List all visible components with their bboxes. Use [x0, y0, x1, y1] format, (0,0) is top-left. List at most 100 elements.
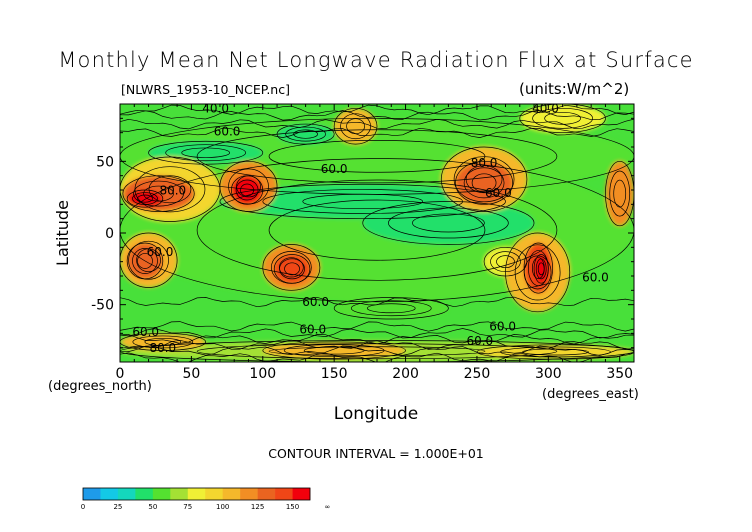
contour-line: [333, 107, 378, 145]
contour-line: [532, 107, 593, 129]
contour-line: [165, 144, 246, 162]
colorbar-tick-label: 100: [216, 503, 229, 511]
contour-line: [148, 140, 264, 165]
contour-line: [120, 118, 634, 130]
contour-line: [120, 232, 178, 288]
colorbar-swatch: [292, 488, 311, 500]
colorbar-swatch: [83, 488, 101, 500]
contour-line: [519, 104, 606, 134]
contour-line: [143, 185, 174, 202]
contour-line: [455, 160, 513, 205]
contour-line: [613, 179, 627, 208]
contour-line: [132, 335, 194, 349]
colorbar-swatch: [275, 488, 293, 500]
contour-line: [120, 339, 634, 350]
contour-line: [609, 170, 631, 217]
contour-line: [120, 158, 634, 303]
contour-line: [453, 156, 515, 203]
contour-line: [181, 147, 231, 158]
contour-line: [120, 345, 634, 356]
contour-line: [137, 194, 153, 203]
contour-label: 60.0: [147, 245, 174, 259]
contour-line: [285, 126, 326, 142]
contour-label: 80.0: [159, 183, 186, 197]
contour-label: 60.0: [321, 162, 348, 176]
contour-line: [273, 254, 311, 284]
contour-label: 60.0: [582, 271, 609, 285]
contour-label: 80.0: [471, 156, 498, 170]
contour-line: [120, 321, 634, 332]
colorbar-swatch: [205, 488, 223, 500]
x-axis: 0 50 100 150 200 250 300 350: [116, 104, 633, 382]
contour-line: [505, 232, 571, 313]
contour-line: [340, 113, 371, 140]
contour-line: [133, 180, 184, 207]
contour-line: [268, 199, 486, 261]
x-tick-label: 250: [464, 366, 491, 382]
x-axis-label: Longitude: [334, 404, 419, 424]
contour-line: [465, 165, 503, 194]
contour-line: [231, 175, 264, 205]
contour-label: 80.0: [149, 341, 176, 355]
y-tick-label: 0: [105, 226, 114, 242]
y-axis: -50 0 50: [91, 117, 634, 349]
contour-line: [196, 179, 558, 281]
colorbar-tick-label: 0: [81, 503, 85, 511]
contour-line: [366, 303, 416, 314]
contour-line: [137, 253, 153, 269]
contour-line: [268, 140, 486, 173]
chart-title: Monthly Mean Net Longwave Radiation Flux…: [58, 48, 694, 72]
x-tick-label: 100: [249, 366, 276, 382]
contour-line: [350, 300, 432, 317]
contour-line: [440, 146, 528, 212]
contour-line: [388, 207, 509, 239]
contour-line: [362, 201, 535, 245]
contour-line: [605, 160, 634, 227]
contour-label: 60.0: [489, 319, 516, 333]
contour-line: [533, 254, 549, 284]
colorbar-swatch: [100, 488, 119, 500]
colorbar-frame: [82, 487, 311, 501]
contour-line: [523, 242, 553, 294]
y-units-label: (degrees_north): [48, 379, 152, 394]
contour-line: [333, 297, 449, 320]
y-tick-label: -50: [91, 298, 114, 314]
contour-line: [535, 258, 547, 280]
contour-line: [279, 258, 305, 280]
x-tick-label: 50: [182, 366, 200, 382]
contour-line: [293, 129, 318, 139]
colorbar-swatch: [257, 488, 276, 500]
contour-line: [122, 175, 195, 212]
x-tick-label: 200: [392, 366, 419, 382]
contour-line: [276, 123, 335, 145]
colorbar-tick-label: 25: [113, 503, 122, 511]
colorbar-tick-label: 50: [148, 503, 157, 511]
units-label: (units:W/m^2): [519, 80, 630, 98]
contour-line: [120, 332, 207, 351]
file-label: [NLWRS_1953-10_NCEP.nc]: [121, 82, 290, 97]
contour-label: 60.0: [214, 125, 241, 139]
y-axis-label: Latitude: [53, 200, 72, 266]
colorbar-swatch: [170, 488, 189, 500]
contour-line: [196, 129, 558, 184]
contour-lines: [120, 104, 634, 362]
contour-line: [219, 160, 278, 212]
contour-line: [120, 110, 634, 121]
contour-label: 40.0: [532, 102, 559, 116]
contour-line: [126, 242, 164, 280]
contour-label: 60.0: [485, 186, 512, 200]
colorbar-swatch: [152, 488, 171, 500]
contour-label-layer: 40.0 40.060.060.080.080.060.060.060.060.0…: [132, 102, 609, 355]
x-tick-label: 0: [116, 366, 125, 382]
contour-line: [120, 328, 634, 339]
contour-line: [537, 262, 545, 276]
colorbar-swatch: [117, 488, 136, 500]
contour-line: [132, 248, 158, 274]
colorbar-swatch: [135, 488, 154, 500]
contour-label: 60.0: [466, 334, 493, 348]
x-tick-label: 350: [606, 366, 633, 382]
contour-line: [268, 346, 486, 357]
contour-line: [235, 179, 259, 201]
x-units-label: (degrees_east): [542, 387, 639, 402]
